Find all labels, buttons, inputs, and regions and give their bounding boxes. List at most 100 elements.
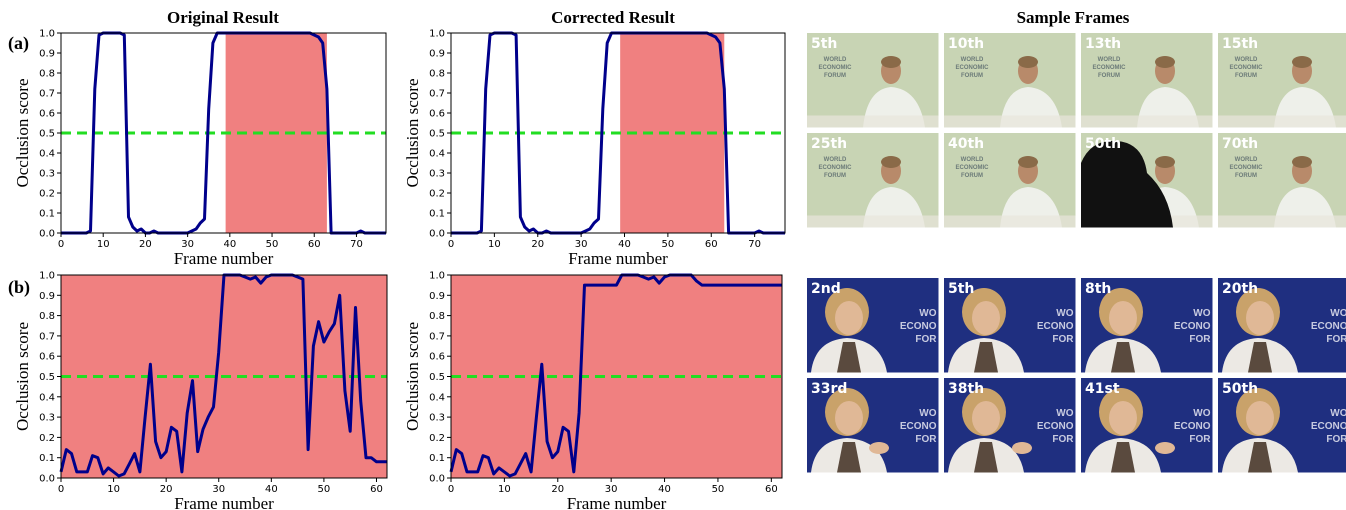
- x-tick-label: 60: [765, 484, 778, 495]
- frame-watermark: WORLD: [824, 157, 847, 163]
- frame-watermark: FOR: [915, 334, 937, 345]
- frame-label: 25th: [811, 136, 847, 152]
- frame-label: 13th: [1085, 36, 1121, 52]
- frame-label: 50th: [1085, 136, 1121, 152]
- frame-watermark: FOR: [915, 434, 937, 445]
- frame-watermark: FORUM: [824, 173, 846, 179]
- x-tick-label: 20: [531, 239, 544, 250]
- x-tick-label: 40: [618, 239, 631, 250]
- x-tick-label: 20: [160, 484, 173, 495]
- y-tick-label: 0.2: [429, 189, 445, 200]
- frame-label: 20th: [1222, 281, 1258, 297]
- sample-frames-a: WORLD ECONOMIC FORUM 5th WORLD ECONOMIC FORUM 1…: [807, 33, 1346, 228]
- y-tick-label: 0.5: [39, 129, 55, 140]
- x-tick-label: 30: [605, 484, 618, 495]
- x-tick-label: 60: [705, 239, 718, 250]
- y-axis-label: Occlusion score: [13, 322, 32, 431]
- y-tick-label: 0.7: [429, 89, 445, 100]
- frame-label: 38th: [948, 381, 984, 397]
- x-tick-label: 50: [662, 239, 675, 250]
- frame-watermark: WORLD: [961, 157, 984, 163]
- header-sample-frames: Sample Frames: [1017, 8, 1130, 27]
- frame-watermark: WO: [1330, 408, 1346, 419]
- chart-a-original: 0.0 0.1 0.2 0.3 0.4 0.5 0.6 0.7 0.8 0.9 1.0 0 10 20 30…: [13, 29, 387, 268]
- frame-watermark: WO: [1056, 408, 1073, 419]
- frame-watermark: WORLD: [1098, 57, 1121, 63]
- y-tick-label: 0.1: [429, 209, 445, 220]
- frame-watermark: ECONO: [1174, 321, 1211, 332]
- y-tick-label: 0.9: [39, 291, 55, 302]
- frame-label: 70th: [1222, 136, 1258, 152]
- frame-watermark: WORLD: [961, 57, 984, 63]
- y-tick-label: 0.8: [39, 311, 55, 322]
- frame-watermark: ECONO: [1311, 421, 1346, 432]
- y-tick-label: 0.6: [39, 352, 55, 363]
- x-tick-label: 30: [575, 239, 588, 250]
- x-axis-label: Frame number: [174, 249, 274, 268]
- x-tick-label: 0: [58, 239, 64, 250]
- sample-frame: WO ECONO FOR 50th: [1218, 378, 1346, 473]
- y-axis-label: Occlusion score: [13, 78, 32, 187]
- y-tick-label: 0.5: [429, 129, 445, 140]
- y-tick-label: 1.0: [429, 29, 445, 40]
- y-tick-label: 0.7: [429, 331, 445, 342]
- x-tick-label: 70: [748, 239, 761, 250]
- frame-watermark: ECONOMIC: [819, 65, 853, 71]
- frame-watermark: FORUM: [824, 73, 846, 79]
- x-tick-label: 50: [318, 484, 331, 495]
- y-tick-label: 0.2: [39, 189, 55, 200]
- sample-frame: WO ECONO FOR 20th: [1218, 278, 1346, 373]
- y-tick-label: 0.8: [39, 69, 55, 80]
- sample-frame: WO ECONO FOR 38th: [944, 378, 1076, 473]
- y-tick-label: 0.9: [39, 49, 55, 60]
- sample-frame: WORLD ECONOMIC FORUM 25th: [807, 133, 939, 228]
- y-tick-label: 0.3: [39, 413, 55, 424]
- y-tick-label: 0.3: [39, 169, 55, 180]
- y-tick-label: 1.0: [39, 29, 55, 40]
- y-tick-label: 0.8: [429, 311, 445, 322]
- frame-watermark: FOR: [1326, 334, 1346, 345]
- sample-frame: WORLD ECONOMIC FORUM 70th: [1218, 133, 1346, 228]
- frame-watermark: ECONOMIC: [956, 65, 990, 71]
- frame-watermark: FORUM: [961, 173, 983, 179]
- y-tick-label: 0.6: [429, 109, 445, 120]
- frame-watermark: ECONOMIC: [1230, 165, 1264, 171]
- x-tick-label: 10: [498, 484, 511, 495]
- frame-watermark: ECONO: [900, 321, 937, 332]
- y-axis-label: Occlusion score: [403, 78, 422, 187]
- row-label-a: (a): [8, 33, 29, 54]
- row-label-b: (b): [8, 277, 30, 298]
- y-tick-label: 0.1: [39, 453, 55, 464]
- x-tick-label: 40: [658, 484, 671, 495]
- shaded-span: [620, 33, 725, 233]
- frame-watermark: ECONOMIC: [819, 165, 853, 171]
- sample-frame: WO ECONO FOR 41st: [1081, 378, 1213, 473]
- frame-label: 2nd: [811, 281, 841, 297]
- frame-watermark: WO: [919, 308, 936, 319]
- sample-frame: WO ECONO FOR 5th: [944, 278, 1076, 373]
- x-tick-label: 30: [212, 484, 225, 495]
- frame-watermark: FOR: [1189, 334, 1211, 345]
- y-tick-label: 0.2: [429, 433, 445, 444]
- y-tick-label: 0.4: [429, 149, 445, 160]
- y-tick-label: 0.9: [429, 291, 445, 302]
- sample-frame: WORLD ECONOMIC FORUM 15th: [1218, 33, 1346, 128]
- y-tick-label: 0.4: [429, 392, 445, 403]
- frame-watermark: WORLD: [1235, 157, 1258, 163]
- x-tick-label: 10: [107, 484, 120, 495]
- y-tick-label: 0.9: [429, 49, 445, 60]
- sample-frame: WO ECONO FOR 2nd: [807, 278, 939, 373]
- frame-watermark: FORUM: [961, 73, 983, 79]
- y-axis-label: Occlusion score: [403, 322, 422, 431]
- frame-label: 5th: [811, 36, 837, 52]
- frame-watermark: FORUM: [1235, 73, 1257, 79]
- x-tick-label: 50: [712, 484, 725, 495]
- sample-frame: WORLD ECONOMIC FORUM 13th: [1081, 33, 1213, 128]
- x-tick-label: 10: [97, 239, 110, 250]
- x-tick-label: 60: [370, 484, 383, 495]
- x-tick-label: 70: [350, 239, 363, 250]
- y-tick-label: 0.5: [39, 372, 55, 383]
- frame-watermark: FOR: [1052, 334, 1074, 345]
- frame-label: 5th: [948, 281, 974, 297]
- frame-watermark: WORLD: [824, 57, 847, 63]
